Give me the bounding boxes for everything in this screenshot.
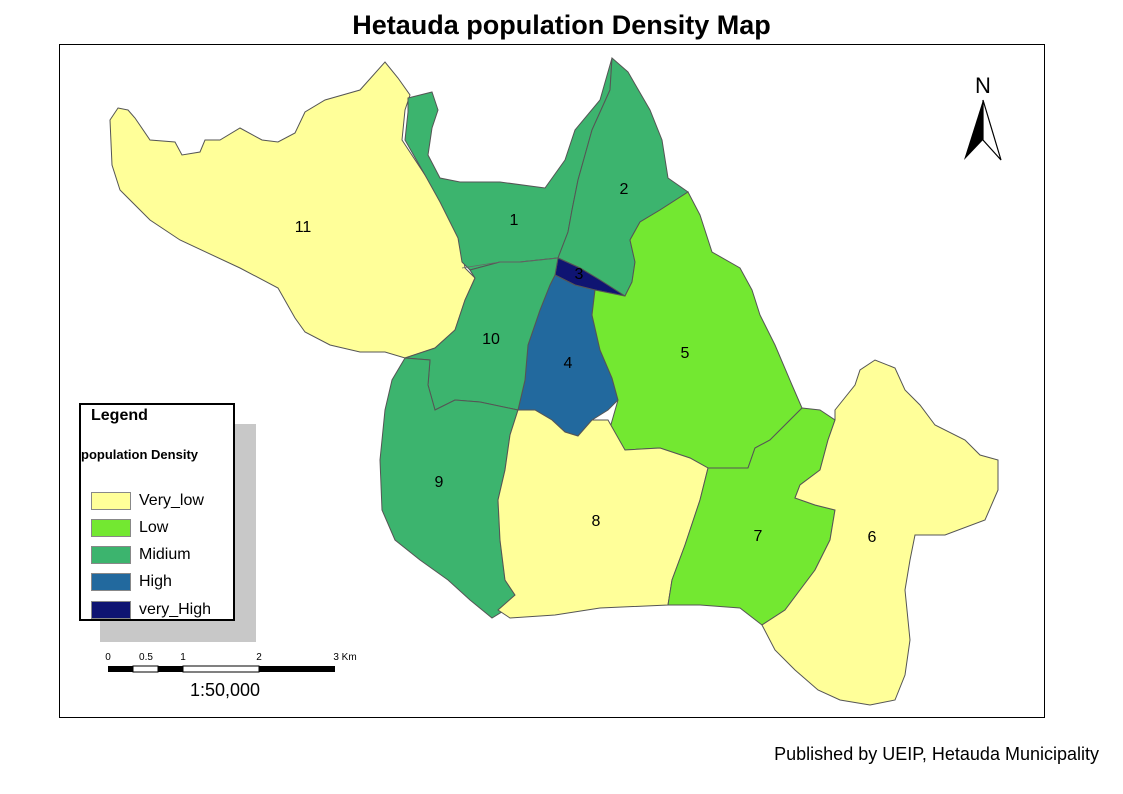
legend-box: Legend population Density Very_low Low M…: [79, 403, 235, 621]
legend-title: Legend: [91, 407, 148, 424]
legend-swatch-very-low: [91, 492, 131, 510]
legend-swatch-medium: [91, 546, 131, 564]
scale-ratio: 1:50,000: [190, 680, 261, 700]
publisher-credit: Published by UEIP, Hetauda Municipality: [774, 744, 1099, 764]
ward-label-7: 7: [754, 528, 763, 545]
legend-label-very-low: Very_low: [139, 492, 204, 509]
ward-label-3: 3: [575, 266, 584, 283]
legend-swatch-high: [91, 573, 131, 591]
ward-label-11: 11: [295, 219, 312, 236]
legend-swatch-low: [91, 519, 131, 537]
ward-label-6: 6: [868, 529, 877, 546]
north-arrow-icon: N: [964, 73, 1002, 161]
scale-bar: 0 0.5 1 2 3 Km: [105, 652, 357, 673]
north-letter: N: [975, 73, 991, 98]
ward-label-10: 10: [482, 331, 500, 348]
legend-label-very-high: very_High: [139, 601, 212, 618]
ward-label-4: 4: [564, 355, 573, 372]
legend-subtitle: population Density: [81, 447, 198, 462]
scale-label-2: 2: [256, 652, 262, 663]
map-frame: [59, 44, 1045, 718]
legend-swatch-very-high: [91, 601, 131, 619]
ward-label-5: 5: [681, 345, 690, 362]
ward-6-area[interactable]: [761, 359, 999, 706]
ward-label-2: 2: [620, 181, 629, 198]
legend-label-high: High: [139, 573, 172, 590]
ward-label-8: 8: [592, 513, 601, 530]
scale-label-3: 3 Km: [333, 652, 356, 663]
ward-label-9: 9: [435, 474, 444, 491]
scale-label-0-5: 0.5: [139, 652, 153, 663]
legend-label-medium: Midium: [139, 546, 191, 563]
ward-label-1: 1: [510, 212, 519, 229]
scale-label-1: 1: [180, 652, 186, 663]
legend-label-low: Low: [139, 519, 169, 536]
map-title: Hetauda population Density Map: [352, 10, 771, 40]
scale-label-0: 0: [105, 652, 111, 663]
